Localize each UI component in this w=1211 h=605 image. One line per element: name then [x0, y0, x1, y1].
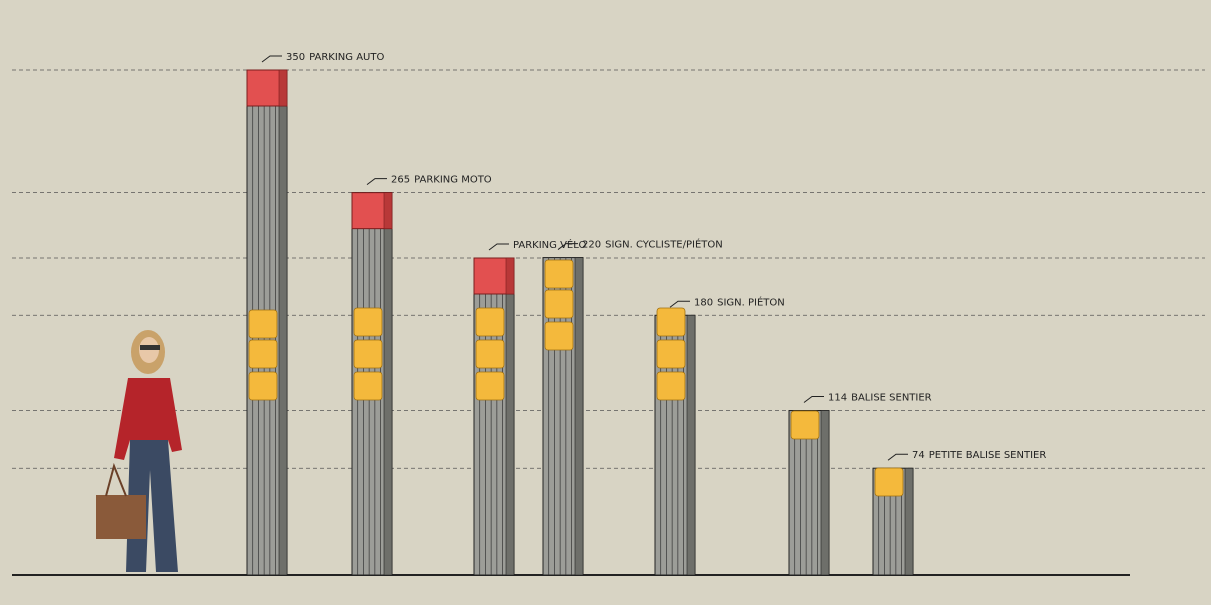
direction-panel: [353, 307, 383, 337]
post-side: [383, 192, 393, 576]
leader-line: [261, 55, 282, 63]
leader-line: [366, 178, 387, 186]
post-label: 265 PARKING MOTO: [391, 175, 492, 186]
direction-panel: [544, 321, 574, 351]
post: 180 SIGN. PIÉTON: [654, 295, 785, 576]
direction-panel: [475, 339, 505, 369]
parking-sign-side: [505, 257, 515, 295]
post-name: BALISE SENTIER: [851, 393, 932, 404]
post-label: PARKING VÉLO: [513, 238, 586, 251]
post: 220 SIGN. CYCLISTE/PIÉTON: [542, 238, 723, 576]
height-value: 180: [694, 297, 713, 308]
post: 114 BALISE SENTIER: [788, 393, 932, 576]
post-name: SIGN. PIÉTON: [717, 295, 785, 308]
leader-line: [669, 300, 690, 308]
direction-panel: [475, 371, 505, 401]
height-value: 220: [582, 240, 601, 251]
height-value: 114: [828, 393, 847, 404]
direction-panel: [656, 339, 686, 369]
post-side: [904, 467, 914, 576]
post-label: 350 PARKING AUTO: [286, 52, 384, 63]
direction-panel: [656, 371, 686, 401]
posts: 350 PARKING AUTO 265 PARKING MOTO PARKING VÉ…: [246, 52, 1046, 576]
post-label: 114 BALISE SENTIER: [828, 393, 932, 404]
leader-line: [803, 396, 824, 403]
direction-panel: [248, 339, 278, 369]
post: PARKING VÉLO: [473, 238, 586, 576]
post-label: 220 SIGN. CYCLISTE/PIÉTON: [582, 238, 723, 251]
post-side: [686, 314, 696, 576]
direction-panel: [248, 371, 278, 401]
direction-panel: [248, 309, 278, 339]
post: 74 PETITE BALISE SENTIER: [872, 450, 1046, 576]
post-side: [278, 69, 288, 576]
post-side: [505, 257, 515, 576]
post-name: PETITE BALISE SENTIER: [929, 450, 1047, 461]
post-side: [574, 257, 584, 576]
post: 350 PARKING AUTO: [246, 52, 384, 576]
post-name: SIGN. CYCLISTE/PIÉTON: [605, 238, 723, 251]
direction-panel: [874, 467, 904, 497]
bag-strap: [105, 462, 127, 497]
direction-panel: [544, 259, 574, 289]
height-value: 74: [912, 450, 925, 461]
post-name: PARKING AUTO: [309, 52, 384, 63]
parking-sign-side: [383, 192, 393, 229]
post-name: PARKING VÉLO: [513, 238, 586, 251]
sunglasses: [140, 345, 160, 350]
direction-panel: [790, 410, 820, 440]
leader-line: [557, 243, 578, 250]
parking-sign-side: [278, 69, 288, 107]
direction-panel: [353, 371, 383, 401]
bag: [96, 495, 146, 539]
direction-panel: [656, 307, 686, 337]
leader-line: [488, 243, 509, 251]
leader-line: [887, 453, 908, 461]
height-value: 350: [286, 52, 305, 63]
post-label: 74 PETITE BALISE SENTIER: [912, 450, 1046, 461]
post-side: [820, 410, 830, 576]
post: 265 PARKING MOTO: [351, 175, 492, 576]
height-value: 265: [391, 175, 410, 186]
direction-panel: [544, 289, 574, 319]
direction-panel: [475, 307, 505, 337]
post-name: PARKING MOTO: [414, 175, 492, 186]
direction-panel: [353, 339, 383, 369]
jacket: [114, 378, 182, 460]
person: [96, 330, 182, 572]
post-label: 180 SIGN. PIÉTON: [694, 295, 785, 308]
